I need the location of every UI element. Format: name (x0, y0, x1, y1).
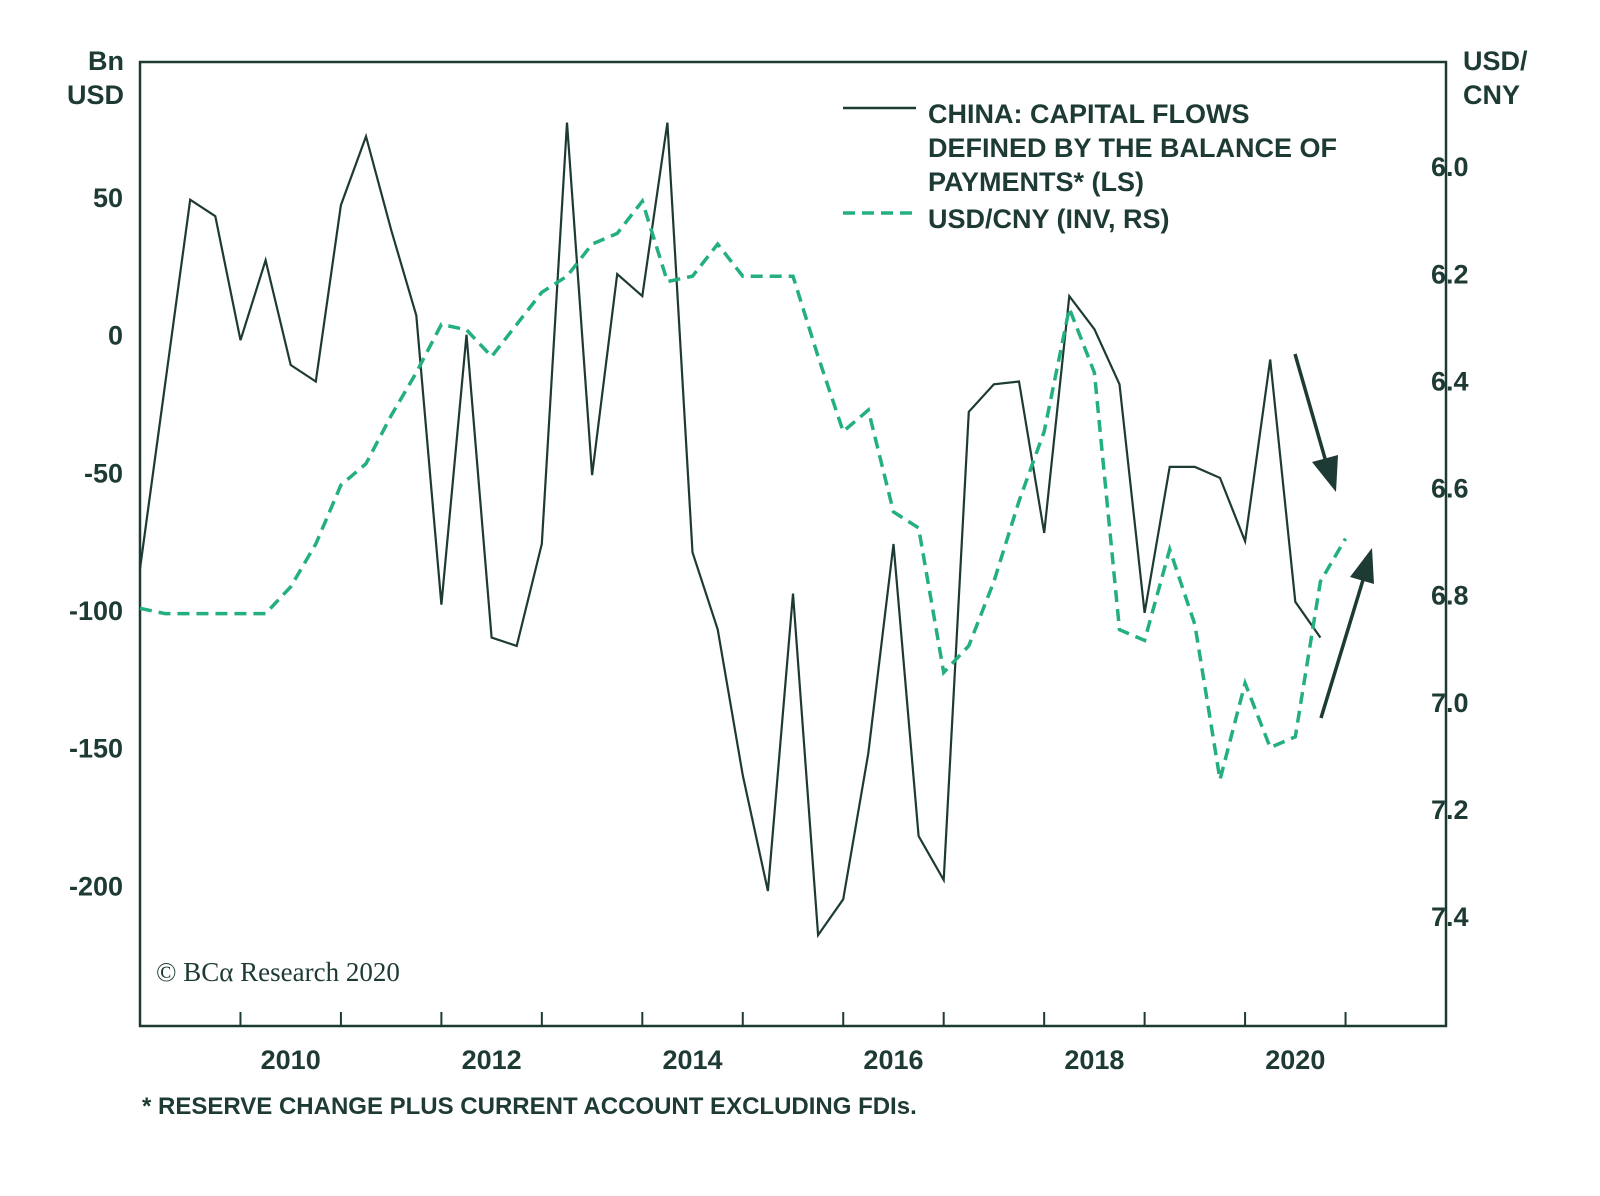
y2-tick-label: 6.8 (1431, 581, 1469, 611)
y-tick-label: 50 (93, 183, 123, 213)
y-tick-label: -200 (69, 871, 123, 901)
y2-tick-label: 6.2 (1431, 259, 1469, 289)
y2-tick-label: 6.4 (1431, 366, 1469, 396)
y2-tick-label: 7.0 (1431, 688, 1469, 718)
y-tick-label: 0 (108, 321, 123, 351)
y-tick-label: -150 (69, 734, 123, 764)
y-tick-label: -100 (69, 596, 123, 626)
series-line (139, 197, 1348, 781)
footnote: * RESERVE CHANGE PLUS CURRENT ACCOUNT EX… (142, 1093, 917, 1120)
y2-tick-label: 7.4 (1431, 902, 1469, 932)
legend-label: USD/CNY (INV, RS) (928, 204, 1170, 234)
y2-tick-label: 7.2 (1431, 795, 1469, 825)
legend-label: CHINA: CAPITAL FLOWS DEFINED BY THE BALA… (928, 99, 1338, 197)
x-tick-label: 2020 (1265, 1045, 1325, 1075)
y2-axis-title: USD/CNY (1463, 46, 1528, 110)
x-tick-label: 2014 (662, 1045, 722, 1075)
plot-frame (138, 60, 1448, 1028)
y-axis-title: Bn USD (66, 46, 124, 110)
x-tick-label: 2012 (462, 1045, 522, 1075)
x-tick-label: 2016 (863, 1045, 923, 1075)
y2-tick-label: 6.0 (1431, 152, 1469, 182)
x-tick-label: 2010 (261, 1045, 321, 1075)
x-tick-label: 2018 (1064, 1045, 1124, 1075)
source: © BCα Research 2020 (156, 957, 400, 987)
arrow-down (1293, 353, 1338, 492)
y-tick-label: -50 (84, 458, 123, 488)
series-line (138, 122, 1322, 939)
arrow-up (1319, 548, 1374, 719)
y2-tick-label: 6.6 (1431, 474, 1469, 504)
